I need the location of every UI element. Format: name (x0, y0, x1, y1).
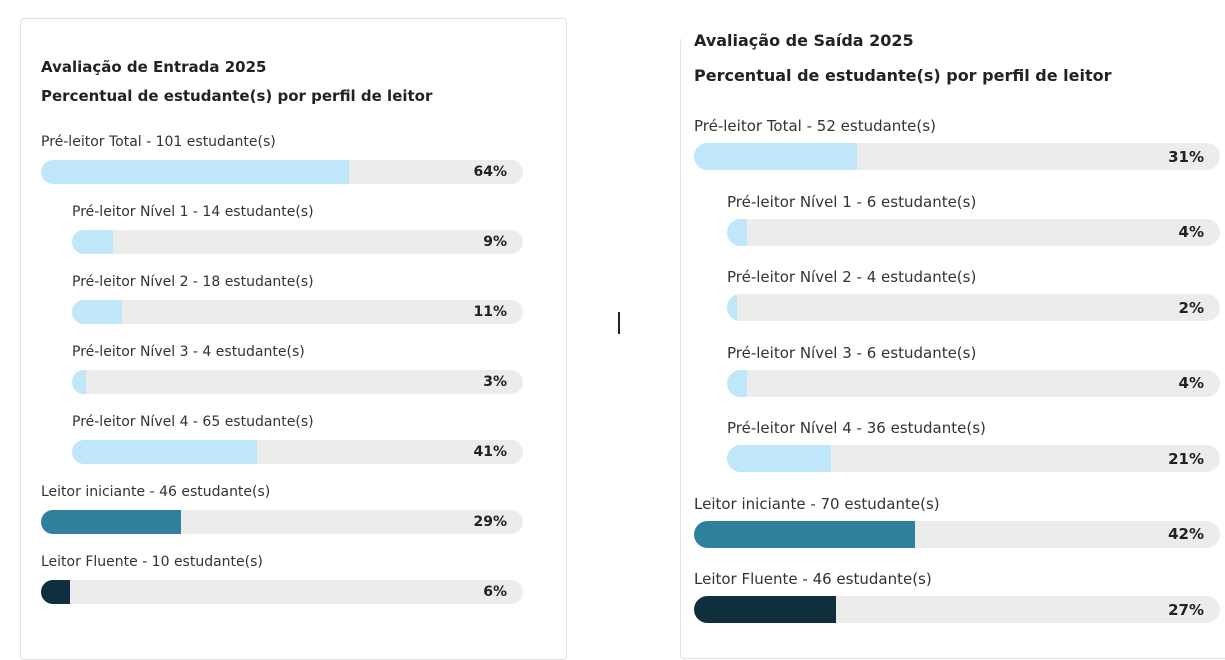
bar-track (41, 580, 523, 604)
category-label: Leitor iniciante - 70 estudante(s) (694, 494, 940, 513)
value-label: 64% (473, 164, 507, 180)
bar (727, 445, 831, 472)
category-label: Pré-leitor Nível 3 - 4 estudante(s) (72, 344, 305, 360)
bar (41, 580, 70, 604)
bar-track (694, 143, 1220, 170)
value-label: 11% (473, 304, 507, 320)
page: Avaliação de Entrada 2025 Percentual de e… (20, 18, 1225, 660)
bar-track (727, 218, 1220, 246)
value-label: 3% (483, 374, 507, 390)
category-label: Pré-leitor Total - 52 estudante(s) (694, 117, 936, 135)
value-label: 4% (1178, 374, 1204, 392)
bar (727, 218, 747, 246)
bar (72, 300, 122, 324)
bar-track (41, 160, 523, 184)
category-label: Leitor Fluente - 46 estudante(s) (694, 570, 932, 588)
bar-track (72, 440, 523, 464)
value-label: 2% (1178, 298, 1204, 317)
chart-subtitle: Percentual de estudante(s) por perfil de… (694, 66, 1112, 85)
card (680, 38, 1225, 659)
chart-subtitle: Percentual de estudante(s) por perfil de… (41, 87, 433, 105)
bar (72, 440, 257, 464)
bar (72, 230, 113, 254)
category-label: Pré-leitor Nível 3 - 6 estudante(s) (727, 343, 977, 362)
category-label: Leitor Fluente - 10 estudante(s) (41, 554, 263, 570)
value-label: 21% (1168, 449, 1204, 468)
category-label: Pré-leitor Nível 2 - 18 estudante(s) (72, 274, 314, 290)
chart-title: Avaliação de Saída 2025 (694, 31, 914, 50)
bar (41, 160, 350, 184)
category-label: Pré-leitor Total - 101 estudante(s) (41, 134, 276, 150)
bar-track (72, 300, 523, 324)
bar-track (694, 520, 1220, 548)
category-label: Pré-leitor Nível 2 - 4 estudante(s) (727, 268, 977, 286)
bar (694, 520, 915, 548)
card (20, 18, 567, 660)
value-label: 29% (473, 514, 507, 530)
category-label: Pré-leitor Nível 1 - 14 estudante(s) (72, 204, 314, 220)
bar-track (694, 596, 1220, 623)
bar-track (72, 230, 523, 254)
category-label: Pré-leitor Nível 1 - 6 estudante(s) (727, 192, 977, 211)
value-label: 41% (473, 444, 507, 460)
value-label: 4% (1178, 223, 1204, 241)
value-label: 9% (483, 234, 507, 250)
category-label: Leitor iniciante - 46 estudante(s) (41, 484, 271, 500)
value-label: 6% (483, 584, 507, 600)
bar (694, 596, 837, 623)
value-label: 27% (1168, 600, 1204, 619)
bar-track (72, 370, 523, 394)
bar (694, 143, 858, 170)
value-label: 31% (1168, 147, 1204, 166)
bar-track (727, 294, 1220, 321)
bar (727, 369, 747, 397)
category-label: Pré-leitor Nível 4 - 65 estudante(s) (72, 414, 314, 430)
chart-title: Avaliação de Entrada 2025 (41, 58, 267, 76)
bar-track (41, 510, 523, 534)
text-cursor (618, 312, 620, 334)
bar-track (727, 369, 1220, 397)
category-label: Pré-leitor Nível 4 - 36 estudante(s) (727, 419, 986, 437)
bar (727, 294, 737, 321)
bar (72, 370, 86, 394)
value-label: 42% (1168, 525, 1204, 543)
bar-track (727, 445, 1220, 472)
bar (41, 510, 181, 534)
